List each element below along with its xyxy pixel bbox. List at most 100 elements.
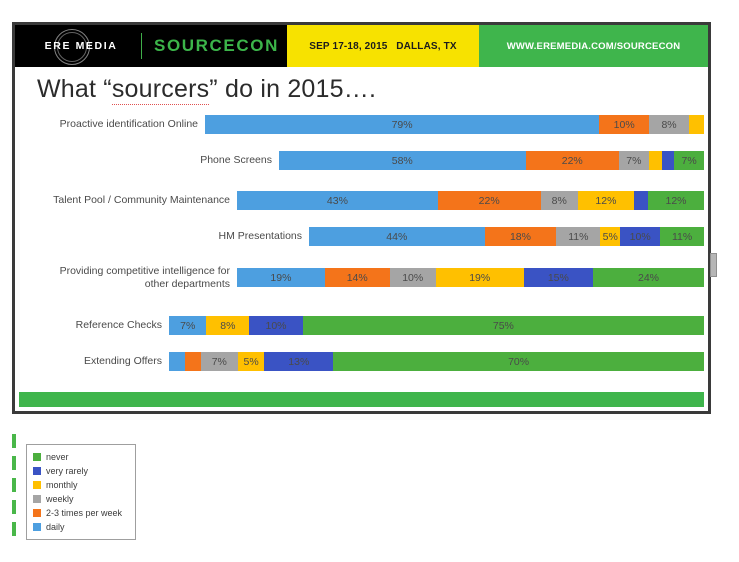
bar-segment-weekly: 7% <box>200 352 238 371</box>
chart-bar-row: Talent Pool / Community Maintenance 43% 22… <box>19 191 704 210</box>
bar-segment-2-3-times-per-week: 22% <box>525 151 619 170</box>
slide-footer-strip <box>19 392 704 407</box>
bar-segment-very-rarely: 10% <box>249 316 303 335</box>
bar-category-label: HM Presentations <box>218 230 302 243</box>
legend-swatch-monthly <box>33 481 41 489</box>
bar-segment-never: 24% <box>593 268 704 287</box>
title-prefix: What “ <box>37 75 112 103</box>
legend-label: 2-3 times per week <box>46 508 123 518</box>
chart-bar-row: HM Presentations 44% 18% 11% 5% 10% 11% <box>19 227 704 246</box>
bar-segment-weekly: 8% <box>649 115 690 134</box>
legend-label: never <box>46 452 69 462</box>
bar-segment-2-3-times-per-week <box>184 352 201 371</box>
legend-swatch-daily <box>33 523 41 531</box>
bar-segment-very-rarely: 15% <box>523 268 594 287</box>
legend-label: daily <box>46 522 65 532</box>
bar-category-label: Providing competitive intelligence for o… <box>59 265 230 290</box>
chart-bar-row: Extending Offers 7% 5% 13% 70% <box>19 352 704 371</box>
bar-segment-daily: 43% <box>237 191 438 210</box>
stacked-bar: 79% 10% 8% <box>205 115 704 134</box>
bar-segment-never: 70% <box>333 352 704 371</box>
bar-segment-never: 11% <box>660 227 704 246</box>
bar-segment-2-3-times-per-week: 22% <box>437 191 541 210</box>
bar-segment-2-3-times-per-week: 10% <box>599 115 650 134</box>
slide-header-band: ERE MEDIA SOURCECON SEP 17-18, 2015 DALL… <box>15 25 708 67</box>
bar-segment-monthly: 8% <box>206 316 250 335</box>
bar-segment-monthly: 12% <box>577 191 634 210</box>
event-date-location: SEP 17-18, 2015 DALLAS, TX <box>309 40 457 52</box>
page-title: What “sourcers” do in 2015…. <box>37 75 377 105</box>
sourcecon-wordmark: SOURCECON <box>154 36 279 55</box>
bar-segment-2-3-times-per-week: 14% <box>324 268 390 287</box>
stacked-bar: 19% 14% 10% 19% 15% 24% <box>237 268 704 287</box>
legend-item: 2-3 times per week <box>33 506 129 520</box>
ere-media-logo: ERE MEDIA <box>23 27 139 65</box>
circle-ring-icon <box>54 29 91 65</box>
presentation-slide: ERE MEDIA SOURCECON SEP 17-18, 2015 DALL… <box>12 22 717 414</box>
bar-segment-very-rarely: 13% <box>264 352 334 371</box>
chart-legend: never very rarely monthly weekly 2-3 times p… <box>26 444 136 540</box>
green-tick-mark <box>12 434 16 448</box>
green-tick-mark <box>12 522 16 536</box>
header-website-section: WWW.EREMEDIA.COM/SOURCECON <box>479 25 708 67</box>
legend-label: monthly <box>46 480 78 490</box>
legend-item: very rarely <box>33 464 129 478</box>
bar-segment-daily: 58% <box>279 151 526 170</box>
bar-category-label: Phone Screens <box>200 154 272 167</box>
bar-segment-very-rarely <box>661 151 675 170</box>
bar-segment-daily <box>169 352 185 371</box>
header-event-section: SEP 17-18, 2015 DALLAS, TX <box>287 25 479 67</box>
circle-ring-inner-icon <box>57 32 88 62</box>
legend-swatch-weekly <box>33 495 41 503</box>
header-brand-section: ERE MEDIA SOURCECON <box>15 25 287 67</box>
bar-segment-monthly: 5% <box>600 227 621 246</box>
legend-item: never <box>33 450 129 464</box>
brand-logo-lockup: ERE MEDIA SOURCECON <box>23 27 279 65</box>
bar-segment-weekly: 8% <box>540 191 578 210</box>
chart-bar-row: Reference Checks 7% 8% 10% 75% <box>19 316 704 335</box>
bar-segment-monthly <box>689 115 704 134</box>
bar-segment-weekly: 10% <box>389 268 436 287</box>
legend-item: daily <box>33 520 129 534</box>
bar-segment-weekly: 11% <box>556 227 601 246</box>
bar-segment-daily: 7% <box>169 316 207 335</box>
bar-segment-very-rarely <box>633 191 648 210</box>
bar-segment-weekly: 7% <box>619 151 649 170</box>
website-url: WWW.EREMEDIA.COM/SOURCECON <box>506 40 681 52</box>
bar-segment-never: 75% <box>302 316 704 335</box>
legend-swatch-very-rarely <box>33 467 41 475</box>
legend-label: weekly <box>46 494 74 504</box>
bar-segment-daily: 79% <box>205 115 600 134</box>
title-suffix: ” do in 2015…. <box>209 75 377 103</box>
bar-category-label: Extending Offers <box>83 355 162 368</box>
stacked-bar-chart: Proactive identification Online 79% 10% 8% P… <box>19 113 704 383</box>
stacked-bar: 7% 8% 10% 75% <box>169 316 704 335</box>
bar-segment-2-3-times-per-week: 18% <box>484 227 557 246</box>
green-tick-mark <box>12 478 16 492</box>
bar-segment-very-rarely: 10% <box>620 227 661 246</box>
legend-item: monthly <box>33 478 129 492</box>
scroll-thumb[interactable] <box>710 253 717 277</box>
legend-swatch-never <box>33 453 41 461</box>
ere-media-wordmark: ERE MEDIA <box>44 40 118 52</box>
chart-bar-row: Proactive identification Online 79% 10% 8% <box>19 115 704 134</box>
stacked-bar: 58% 22% 7% 7% <box>279 151 704 170</box>
bar-category-label: Proactive identification Online <box>59 118 198 131</box>
bar-category-label: Reference Checks <box>75 319 162 332</box>
stacked-bar: 43% 22% 8% 12% 12% <box>237 191 704 210</box>
green-tick-mark <box>12 500 16 514</box>
legend-label: very rarely <box>46 466 89 476</box>
brand-divider <box>141 33 143 59</box>
bar-segment-monthly <box>648 151 662 170</box>
legend-item: weekly <box>33 492 129 506</box>
title-flagged-word: sourcers <box>111 75 210 105</box>
bar-segment-monthly: 19% <box>435 268 524 287</box>
bar-category-label: Talent Pool / Community Maintenance <box>53 194 230 207</box>
chart-bar-row: Providing competitive intelligence for o… <box>19 265 704 290</box>
stacked-bar: 7% 5% 13% 70% <box>169 352 704 371</box>
bar-segment-daily: 19% <box>237 268 325 287</box>
chart-bar-row: Phone Screens 58% 22% 7% 7% <box>19 151 704 170</box>
bar-segment-monthly: 5% <box>237 352 265 371</box>
green-tick-mark <box>12 456 16 470</box>
